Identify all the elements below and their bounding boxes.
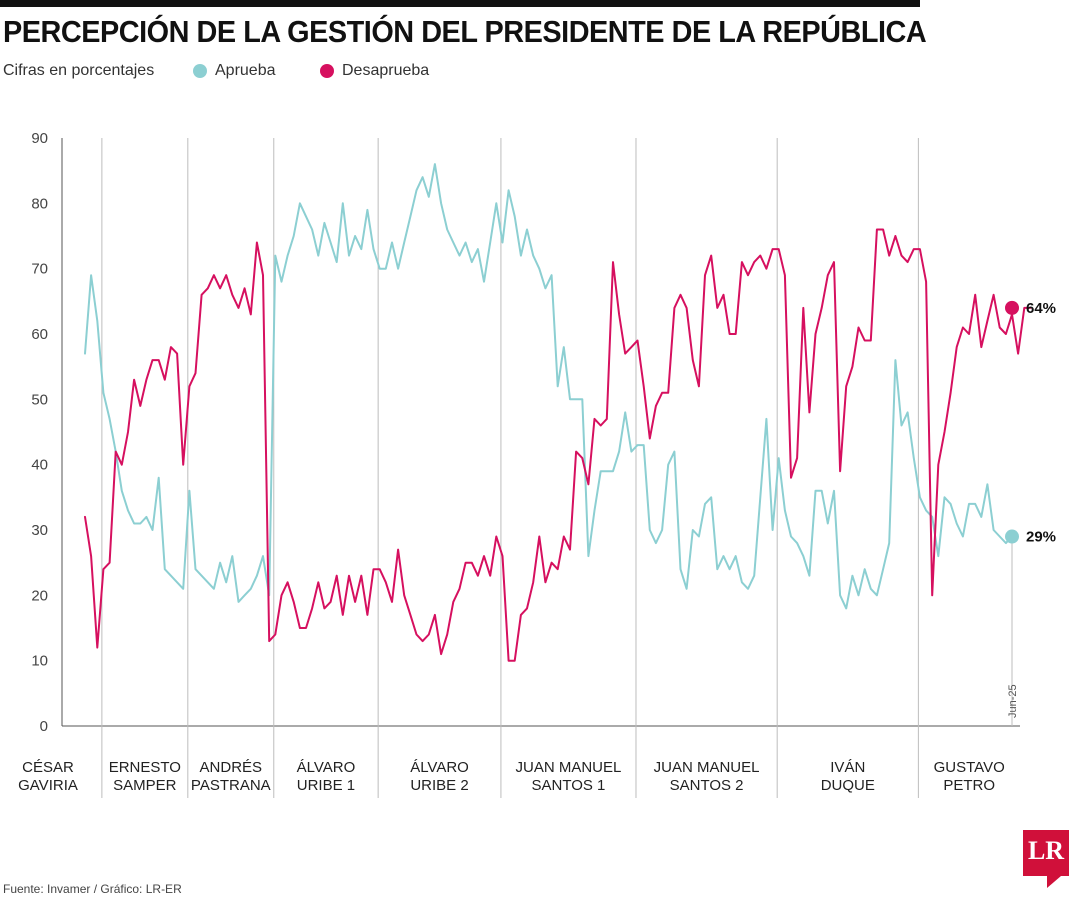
period-label: ÁLVARO [410, 759, 469, 776]
end-label-desaprueba: 64% [1026, 300, 1056, 317]
series-line-aprueba [84, 163, 1013, 610]
source-note: Fuente: Invamer / Gráfico: LR-ER [3, 882, 182, 896]
y-tick-label: 0 [40, 718, 48, 735]
last-date-label: Jun-25 [1007, 684, 1019, 718]
period-label: PASTRANA [191, 777, 271, 794]
legend-label-desaprueba: Desaprueba [342, 62, 430, 79]
end-marker-desaprueba [1005, 300, 1019, 315]
chart-title: PERCEPCIÓN DE LA GESTIÓN DEL PRESIDENTE … [3, 14, 927, 49]
end-marker-aprueba [1005, 529, 1019, 544]
y-tick-label: 10 [31, 653, 48, 670]
period-label: DUQUE [821, 777, 875, 794]
y-tick-label: 40 [31, 457, 48, 474]
y-tick-label: 80 [31, 195, 48, 212]
y-tick-label: 90 [31, 130, 48, 147]
series-line-desaprueba [84, 228, 1032, 662]
period-label: SANTOS 1 [531, 777, 605, 794]
period-label: JUAN MANUEL [654, 759, 760, 776]
legend-item-desaprueba: Desaprueba [320, 62, 429, 80]
period-label: JUAN MANUEL [516, 759, 622, 776]
legend-label-aprueba: Aprueba [215, 62, 276, 79]
top-rule [0, 0, 920, 7]
y-tick-label: 20 [31, 587, 48, 604]
period-label: GAVIRIA [18, 777, 78, 794]
legend-item-aprueba: Aprueba [193, 62, 276, 80]
y-tick-label: 70 [31, 261, 48, 278]
end-label-aprueba: 29% [1026, 529, 1056, 546]
period-label: SANTOS 2 [670, 777, 744, 794]
y-tick-label: 30 [31, 522, 48, 539]
period-label: ÁLVARO [297, 759, 356, 776]
period-label: URIBE 2 [410, 777, 468, 794]
period-label: SAMPER [113, 777, 177, 794]
chart-subtitle: Cifras en porcentajes [3, 62, 155, 79]
period-label: PETRO [943, 777, 995, 794]
period-label: ANDRÉS [200, 759, 263, 776]
period-label: CÉSAR [22, 759, 74, 776]
y-tick-label: 60 [31, 326, 48, 343]
period-label: IVÁN [830, 759, 865, 776]
period-label: ERNESTO [109, 759, 181, 776]
period-label: GUSTAVO [934, 759, 1005, 776]
period-label: URIBE 1 [297, 777, 355, 794]
legend-swatch-aprueba [193, 64, 207, 78]
lr-logo-tail [1047, 876, 1061, 888]
lr-logo: LR [1023, 830, 1069, 888]
legend-swatch-desaprueba [320, 64, 334, 78]
y-tick-label: 50 [31, 391, 48, 408]
lr-logo-text: LR [1027, 836, 1065, 865]
